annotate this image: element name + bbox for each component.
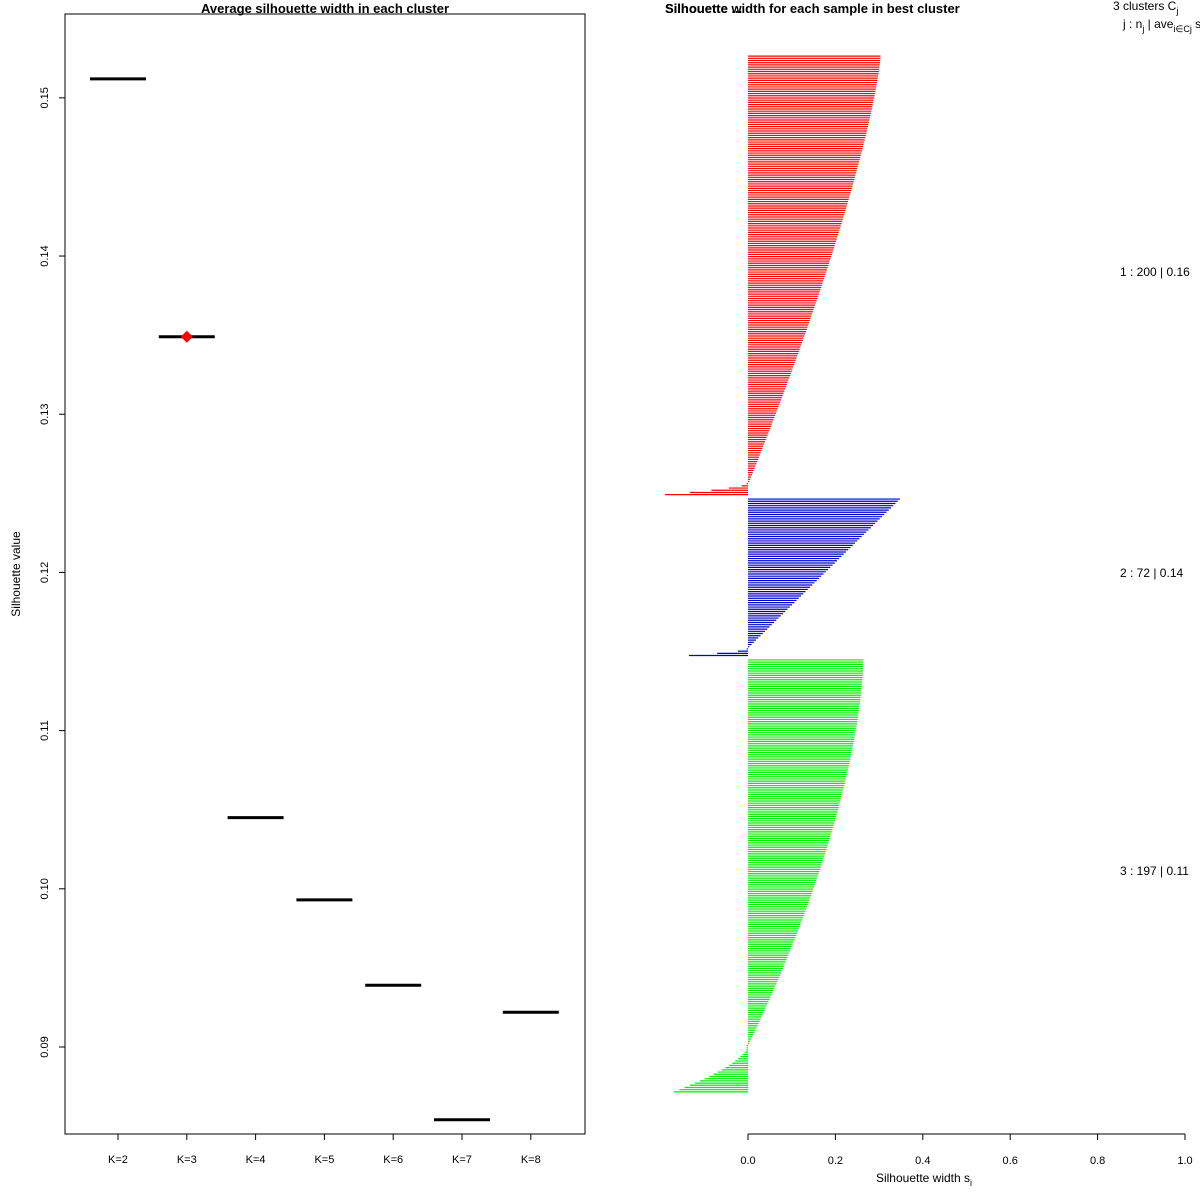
left-y-tick-label: 0.11 — [39, 720, 51, 741]
left-y-tick-label: 0.15 — [39, 87, 51, 108]
silhouette-bars — [664, 55, 900, 1093]
right-x-axis: 0.0 0.2 0.4 0.6 0.8 1.0 — [740, 1133, 1193, 1167]
cluster-legend: 3 clusters Cj j : nj | avei∈Cj s 1 : 200… — [1113, 0, 1200, 878]
right-overlapped-title: Silhouette ... — [665, 1, 742, 16]
right-x-tick-label: 0.4 — [915, 1155, 930, 1167]
legend-subheader-c: s — [1192, 17, 1200, 31]
left-y-axis-title: Silhouette value — [9, 531, 23, 617]
right-x-tick-label: 0.6 — [1003, 1155, 1018, 1167]
legend-subheader-b: | ave — [1144, 17, 1173, 31]
best-k-marker — [180, 330, 193, 343]
right-x-tick-label: 0.8 — [1090, 1155, 1105, 1167]
left-y-axis: 0.09 0.10 0.11 0.12 0.13 0.14 0.15 — [39, 87, 65, 1058]
legend-subheader: j : nj | avei∈Cj s — [1122, 17, 1200, 34]
left-x-tick-label: K=2 — [108, 1154, 128, 1166]
left-y-tick-label: 0.14 — [39, 245, 51, 266]
left-panel: Average silhouette width in each cluster… — [9, 1, 586, 1166]
legend-row: 2 : 72 | 0.14 — [1120, 566, 1183, 580]
right-panel: Silhouette ... Silhouette width for each… — [664, 0, 1200, 1188]
left-x-tick-label: K=5 — [314, 1154, 334, 1166]
right-x-tick-label: 1.0 — [1177, 1155, 1192, 1167]
right-x-tick-label: 0.0 — [740, 1155, 755, 1167]
right-x-axis-title: Silhouette width si — [876, 1171, 972, 1188]
left-x-tick-label: K=6 — [383, 1154, 403, 1166]
left-x-tick-label: K=7 — [452, 1154, 472, 1166]
left-y-tick-label: 0.09 — [39, 1036, 51, 1057]
legend-header-sub: j — [1175, 6, 1178, 16]
left-y-tick-label: 0.10 — [39, 878, 51, 899]
legend-row: 3 : 197 | 0.11 — [1120, 864, 1189, 878]
right-x-axis-title-main: Silhouette width s — [876, 1171, 970, 1185]
left-x-axis: K=2 K=3 K=4 K=5 K=6 K=7 K=8 — [108, 1134, 541, 1166]
legend-rows: 1 : 200 | 0.16 2 : 72 | 0.14 3 : 197 | 0.1… — [1120, 265, 1190, 878]
left-x-tick-label: K=3 — [177, 1154, 197, 1166]
legend-subheader-ave-sub: i∈Cj — [1173, 24, 1191, 34]
left-plot-box — [64, 13, 586, 1135]
left-y-tick-label: 0.12 — [39, 562, 51, 583]
right-x-axis-title-sub: i — [970, 1178, 972, 1188]
legend-header: 3 clusters Cj — [1113, 0, 1178, 16]
left-chart-title: Average silhouette width in each cluster — [201, 1, 449, 16]
legend-subheader-n-sub: j — [1141, 24, 1144, 34]
left-marks — [90, 77, 559, 1122]
legend-row: 1 : 200 | 0.16 — [1120, 265, 1190, 279]
legend-subheader-a: j : n — [1122, 17, 1142, 31]
right-chart-title: Silhouette width for each sample in best… — [665, 1, 960, 16]
left-y-tick-label: 0.13 — [39, 404, 51, 425]
left-x-tick-label: K=8 — [521, 1154, 541, 1166]
right-x-tick-label: 0.2 — [828, 1155, 843, 1167]
left-x-tick-label: K=4 — [246, 1154, 266, 1166]
legend-header-main: 3 clusters C — [1113, 0, 1177, 13]
